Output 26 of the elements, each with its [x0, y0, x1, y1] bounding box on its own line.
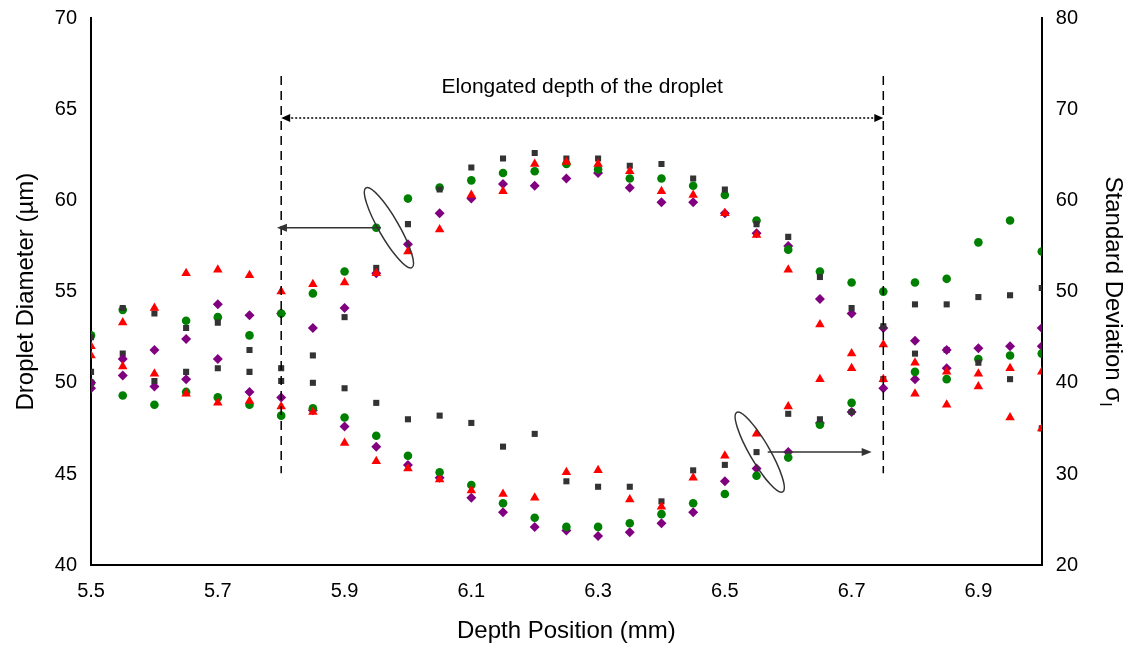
y2-tick-label: 30	[1055, 461, 1078, 484]
y2-tick-label: 80	[1055, 5, 1078, 28]
x-axis-title: Depth Position (mm)	[457, 616, 676, 644]
y-axis-title: Droplet Diameter (µm)	[11, 172, 39, 411]
x-tick-label: 5.7	[203, 578, 232, 601]
x-tick-label: 6.3	[584, 578, 612, 601]
x-tick-label: 5.5	[77, 578, 105, 601]
y2-tick-label: 50	[1055, 279, 1078, 302]
y2-axis-title: Standard Deviation σI	[1096, 176, 1128, 407]
x-tick-label: 6.5	[710, 578, 739, 601]
y-tick-label: 65	[54, 96, 78, 119]
x-tick-label: 6.7	[837, 578, 866, 601]
y2-tick-label: 60	[1055, 187, 1078, 210]
y2-tick-label: 70	[1055, 96, 1078, 119]
y2-tick-label: 20	[1055, 552, 1078, 575]
x-tick-label: 6.9	[964, 578, 993, 601]
y2-tick-label: 40	[1055, 370, 1078, 393]
x-tick-label: 5.9	[330, 578, 359, 601]
y-tick-label: 70	[54, 5, 78, 28]
y-tick-label: 50	[54, 370, 78, 393]
y-tick-label: 40	[54, 552, 78, 575]
y-tick-label: 45	[54, 461, 78, 484]
x-tick-label: 6.1	[457, 578, 486, 601]
y-tick-label: 55	[54, 279, 78, 302]
y-tick-label: 60	[54, 187, 78, 210]
annotation: Elongated depth of the droplet	[437, 74, 727, 98]
